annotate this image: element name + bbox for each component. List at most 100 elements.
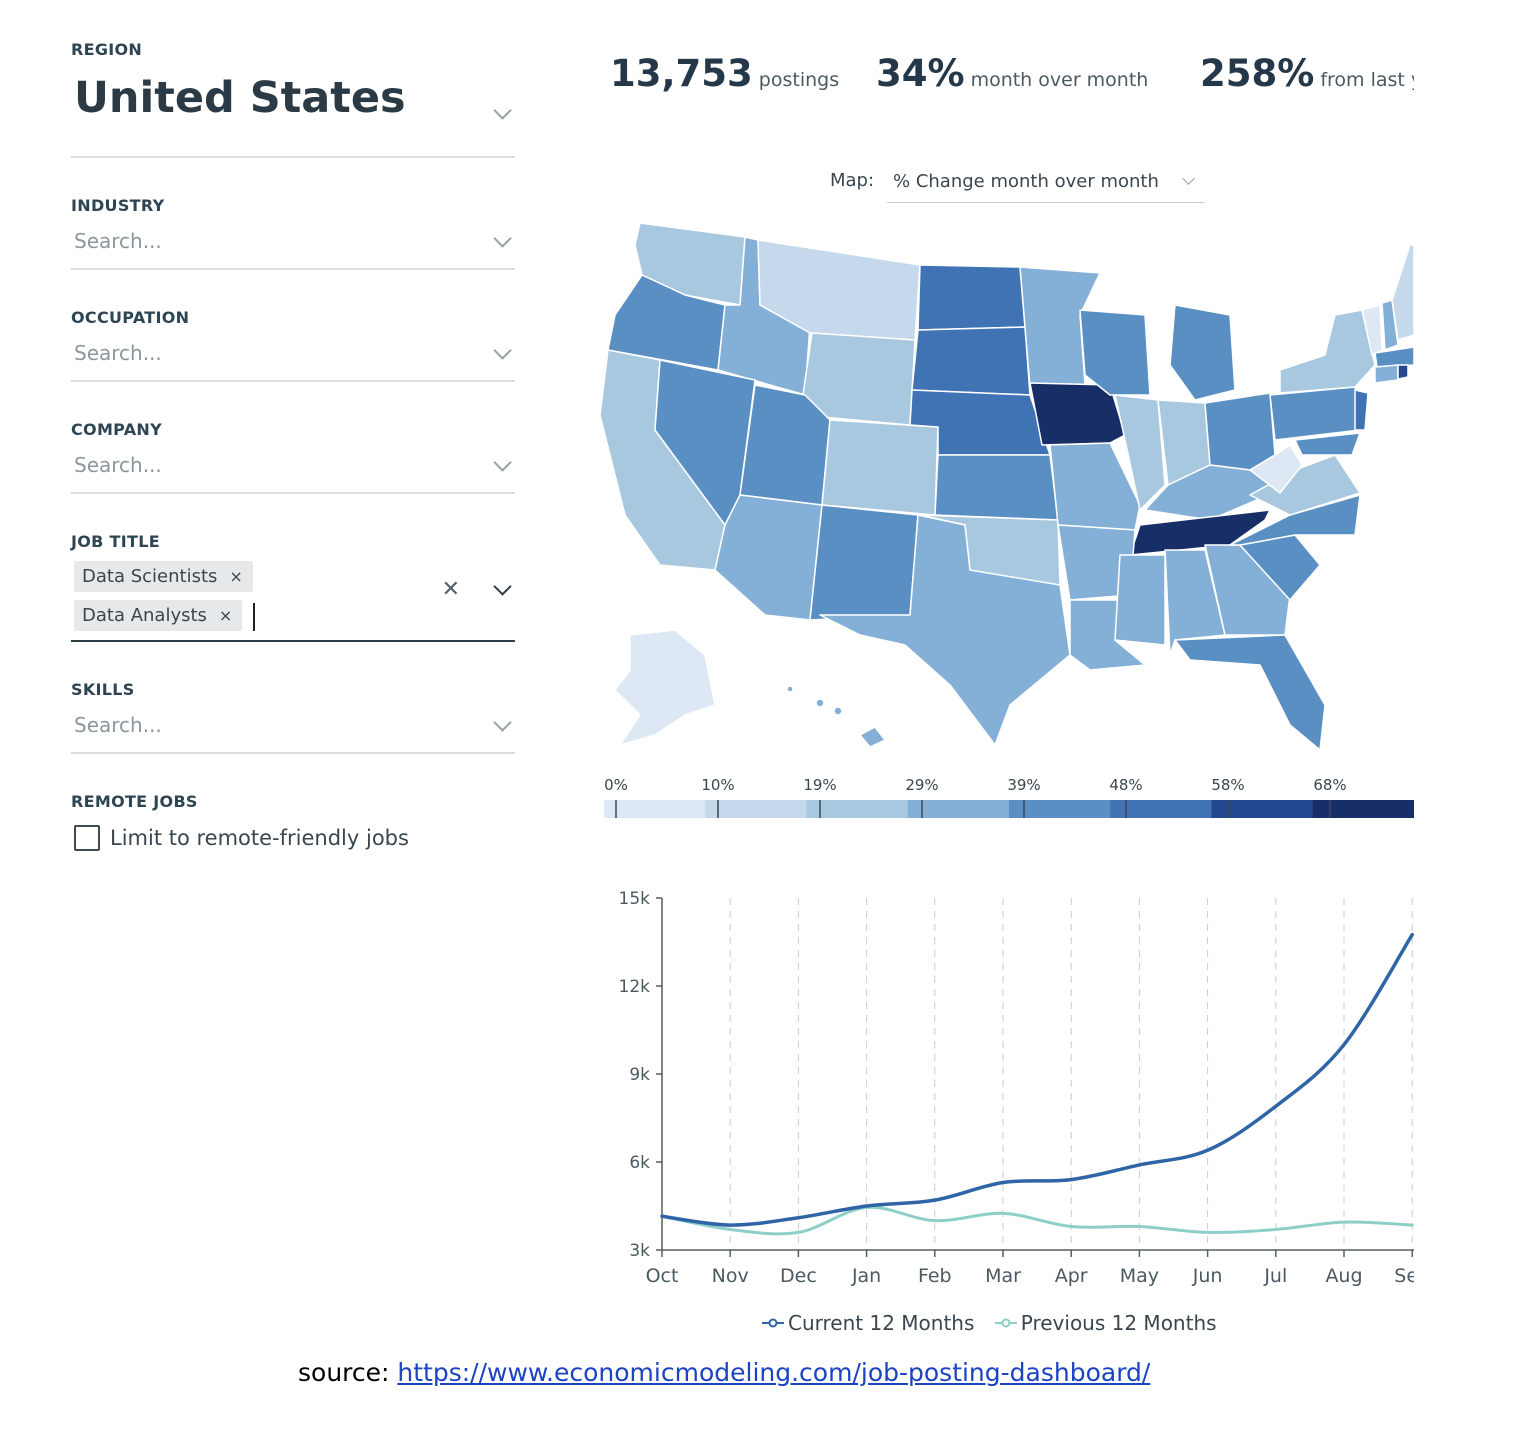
remote-checkbox-label[interactable]: Limit to remote-friendly jobs — [110, 826, 409, 850]
state-kansas[interactable] — [934, 454, 1059, 521]
scale-tick-label: 19% — [803, 776, 837, 794]
state-arizona[interactable] — [714, 494, 823, 621]
state-hawaii[interactable] — [859, 726, 886, 748]
skills-label: SKILLS — [71, 680, 135, 699]
state-alaska[interactable] — [614, 629, 716, 746]
legend-marker-icon — [994, 1318, 1017, 1328]
company-search-input[interactable]: Search... — [74, 453, 162, 477]
remote-checkbox[interactable] — [74, 825, 100, 851]
series-line-previous[interactable] — [660, 1205, 1414, 1236]
y-tick-label: 12k — [619, 977, 651, 997]
state-new-hampshire[interactable] — [1381, 299, 1399, 351]
state-mississippi[interactable] — [1114, 554, 1166, 646]
state-illinois[interactable] — [1114, 394, 1166, 511]
postings-line-chart: 3k 6k 9k 12k 15k Oct Nov Dec Jan Feb Mar Apr May Jun J… — [600, 880, 1414, 1300]
region-field[interactable]: REGION United States — [71, 40, 515, 158]
text-cursor[interactable] — [252, 602, 255, 631]
stat-value: 258% — [1200, 52, 1315, 95]
chart-legend: Current 12 Months Previous 12 Months — [762, 1310, 1231, 1335]
y-tick-label: 6k — [629, 1153, 650, 1173]
legend-item-current[interactable]: Current 12 Months — [762, 1311, 974, 1335]
clear-icon[interactable]: ✕ — [441, 576, 460, 601]
source-link[interactable]: https://www.economicmodeling.com/job-pos… — [397, 1358, 1151, 1387]
remove-tag-icon[interactable]: × — [229, 567, 243, 586]
state-michigan[interactable] — [1169, 304, 1236, 401]
industry-label: INDUSTRY — [71, 196, 165, 215]
stat-label: month over month — [970, 69, 1149, 91]
state-pennsylvania[interactable] — [1269, 386, 1361, 441]
industry-search-input[interactable]: Search... — [74, 229, 162, 253]
remove-tag-icon[interactable]: × — [218, 606, 233, 625]
chevron-down-icon[interactable] — [1182, 172, 1195, 185]
series-line-current[interactable] — [660, 932, 1414, 1227]
stat-value: 34% — [876, 52, 965, 95]
y-tick-label: 9k — [629, 1065, 650, 1085]
map-metric-select[interactable]: % Change month over month — [887, 168, 1205, 203]
y-tick-label: 3k — [629, 1241, 650, 1261]
scale-segment — [1110, 800, 1212, 818]
state-new-mexico[interactable] — [809, 504, 919, 621]
state-florida[interactable] — [1174, 634, 1326, 751]
region-label: REGION — [71, 40, 143, 59]
company-field[interactable]: COMPANY Search... — [71, 420, 515, 494]
state-ohio[interactable] — [1204, 392, 1276, 471]
map-svg — [599, 222, 1414, 751]
state-colorado[interactable] — [821, 419, 939, 516]
x-tick-label: Jun — [1192, 1265, 1223, 1287]
state-new-york[interactable] — [1279, 309, 1376, 394]
legend-label: Current 12 Months — [788, 1311, 975, 1335]
state-west-virginia[interactable] — [1249, 444, 1303, 494]
x-tick-label: Sep — [1394, 1265, 1414, 1287]
scale-segment — [604, 800, 706, 818]
job-title-label: JOB TITLE — [71, 532, 160, 551]
scale-segment — [1009, 800, 1111, 818]
industry-field[interactable]: INDUSTRY Search... — [71, 196, 515, 270]
state-vermont[interactable] — [1361, 304, 1383, 356]
scale-segment — [806, 800, 909, 818]
occupation-label: OCCUPATION — [71, 308, 190, 327]
stat-label: postings — [758, 69, 840, 91]
us-choropleth-map — [590, 215, 1414, 755]
state-texas[interactable] — [819, 514, 1071, 746]
region-value[interactable]: United States — [74, 73, 406, 123]
state-maine[interactable] — [1391, 244, 1414, 341]
state-missouri[interactable] — [1049, 442, 1141, 531]
x-tick-label: Oct — [646, 1265, 679, 1287]
stat-value: 13,753 — [610, 52, 753, 95]
occupation-search-input[interactable]: Search... — [74, 341, 162, 365]
scale-tick-label: 48% — [1109, 776, 1143, 794]
state-hawaii-island[interactable] — [833, 706, 843, 716]
state-alabama[interactable] — [1164, 549, 1226, 656]
state-connecticut[interactable] — [1374, 364, 1399, 384]
source-prefix: source: — [298, 1358, 398, 1387]
state-new-jersey[interactable] — [1354, 389, 1369, 431]
x-tick-label: May — [1120, 1265, 1159, 1287]
stat-label: from last year — [1320, 69, 1414, 91]
stats-bar: 13,753 postings 34% month over month 258% f… — [610, 52, 1414, 102]
occupation-field[interactable]: OCCUPATION Search... — [71, 308, 515, 382]
map-metric-value: % Change month over month — [893, 171, 1159, 192]
state-hawaii-island[interactable] — [786, 685, 794, 693]
scale-segment — [1211, 800, 1314, 818]
state-hawaii-island[interactable] — [815, 698, 825, 708]
job-title-field[interactable]: JOB TITLE Data Scientists × Data Analysts… — [71, 532, 515, 642]
scale-tick-label: 39% — [1007, 776, 1041, 794]
map-selector-label: Map: — [830, 170, 875, 191]
map-color-scale: 0% 10% 19% 29% 39% 48% 58% 68% — [604, 776, 1414, 822]
legend-item-previous[interactable]: Previous 12 Months — [994, 1311, 1217, 1335]
stat-postings: 13,753 postings — [610, 52, 839, 95]
job-title-tag: Data Scientists × — [74, 561, 253, 592]
x-tick-label: Jul — [1263, 1265, 1287, 1287]
filter-panel: REGION United States INDUSTRY Search... … — [71, 40, 515, 851]
y-tick-label: 15k — [619, 889, 651, 909]
skills-search-input[interactable]: Search... — [74, 713, 162, 737]
skills-field[interactable]: SKILLS Search... — [71, 680, 515, 754]
state-south-dakota[interactable] — [911, 326, 1031, 396]
line-chart-svg: 3k 6k 9k 12k 15k Oct Nov Dec Jan Feb Mar Apr May Jun J… — [619, 889, 1414, 1287]
state-maryland[interactable] — [1294, 432, 1361, 456]
state-rhode-island[interactable] — [1397, 364, 1409, 380]
state-massachusetts[interactable] — [1374, 346, 1414, 368]
scale-tick-label: 68% — [1313, 776, 1347, 794]
state-wisconsin[interactable] — [1079, 309, 1151, 396]
state-north-dakota[interactable] — [917, 264, 1026, 331]
